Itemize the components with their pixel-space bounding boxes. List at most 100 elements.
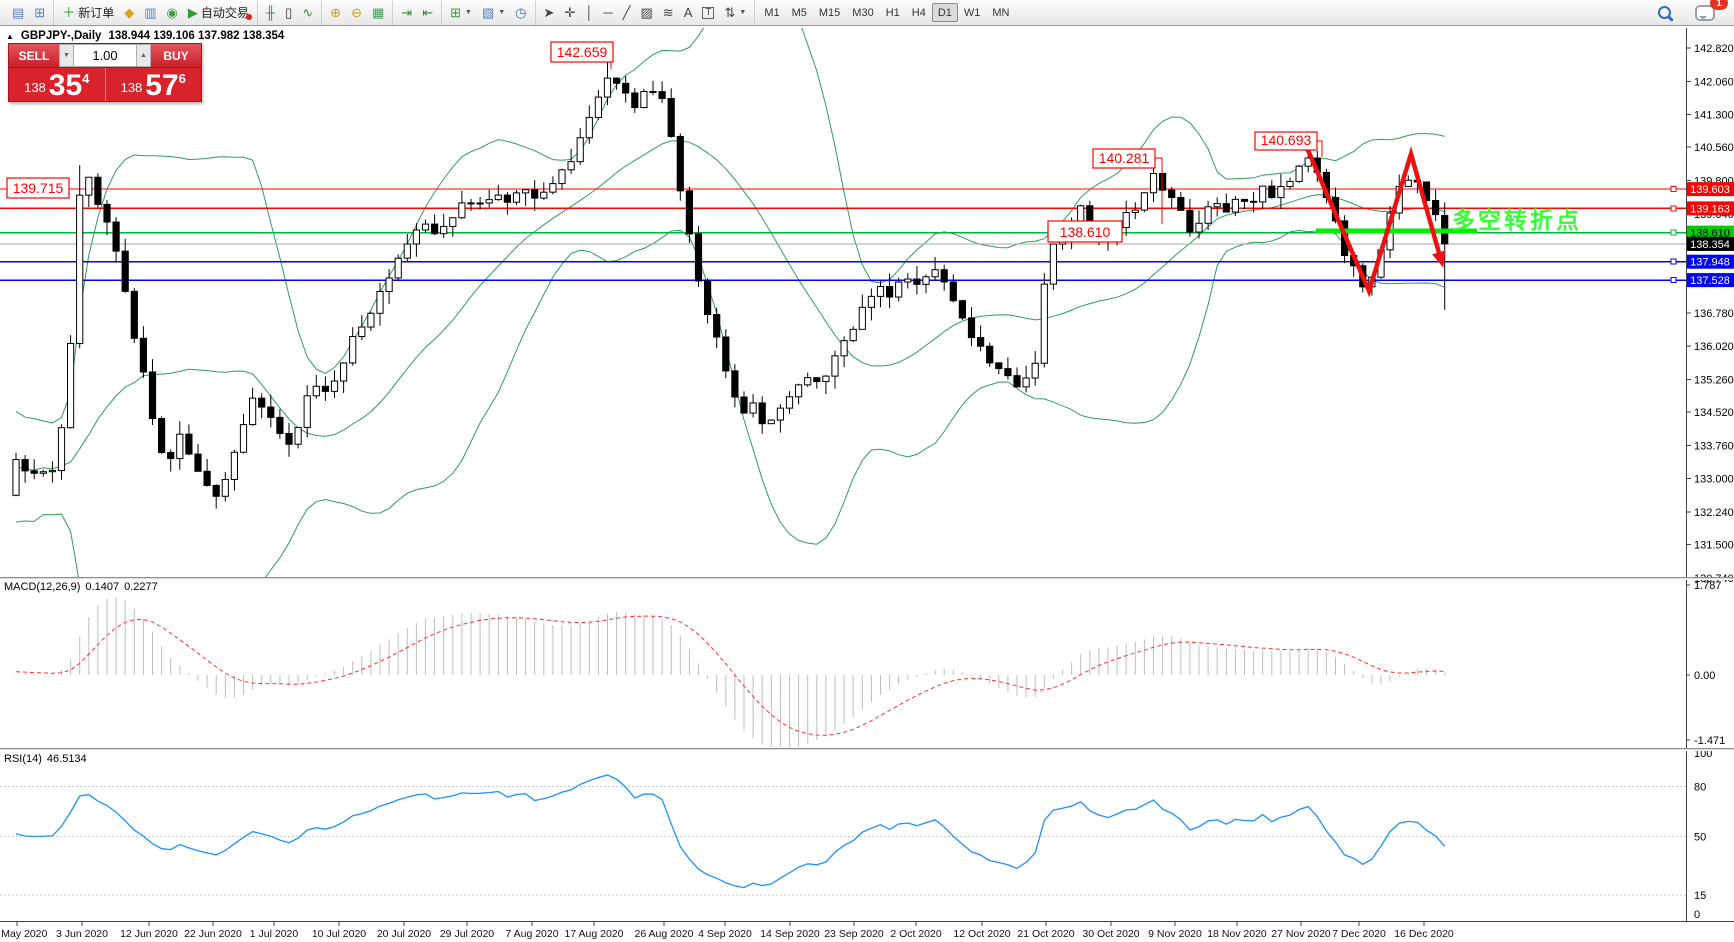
tile-windows-button[interactable]: ▦ [367, 2, 389, 23]
zoom-in-button[interactable]: ⊕ [325, 2, 346, 23]
arrows-button[interactable]: ⇅ ▼ [719, 2, 751, 23]
buy-price[interactable]: 138 57 6 [104, 68, 202, 101]
sell-price-pips: 35 [48, 69, 83, 102]
x-axis-date: 9 Nov 2020 [1148, 928, 1202, 940]
x-axis-date: 12 Oct 2020 [953, 928, 1010, 940]
volume-input[interactable] [74, 44, 136, 67]
bollinger-middle-line [15, 140, 1445, 471]
new-chart-button[interactable]: ⊞ ▼ [445, 2, 477, 23]
macd-main-value: 0.1407 [85, 581, 120, 593]
price-axis[interactable] [1686, 26, 1734, 921]
price-callout-text: 138.610 [1060, 224, 1111, 240]
x-axis-date: 10 Jul 2020 [312, 928, 366, 940]
signals-button[interactable]: ◉ [162, 2, 183, 23]
trendline-button[interactable]: ╱ [618, 2, 636, 23]
horizontal-line-button[interactable]: ─ [598, 2, 617, 23]
autotrading-button[interactable]: ▶ 自动交易 [183, 2, 254, 23]
chart-shift-button[interactable]: ⇤ [417, 2, 438, 23]
timeframe-w1[interactable]: W1 [958, 3, 987, 22]
price-callout-text: 139.715 [13, 180, 64, 196]
macd-signal-value: 0.2277 [124, 581, 158, 593]
crosshair-button[interactable]: ✛ [559, 2, 580, 23]
rsi-panel-divider[interactable] [0, 748, 1734, 751]
timeframe-mn[interactable]: MN [986, 3, 1015, 22]
period-icon: ◷ [515, 5, 527, 20]
price-callout-text: 140.281 [1099, 150, 1150, 166]
zoom-out-button[interactable]: ⊖ [346, 2, 367, 23]
svg-text:137.528: 137.528 [1690, 275, 1730, 287]
text-label-icon: T [702, 6, 715, 19]
analyst-annotations[interactable]: 139.715 142.659 140.281 140.693 138.610 多空转折点 [6, 41, 1582, 298]
candlestick-chart-button[interactable]: ▯ [280, 2, 297, 23]
cursor-button[interactable]: ➤ [539, 2, 560, 23]
sell-button[interactable]: SELL [9, 44, 59, 67]
bar-chart-button[interactable]: ╫ [261, 2, 280, 23]
svg-text:135.260: 135.260 [1694, 375, 1734, 387]
sell-price-handle: 138 [24, 80, 46, 95]
volume-decrease-button[interactable]: ▼ [59, 44, 74, 67]
x-axis-date: 1 Jul 2020 [250, 928, 299, 940]
experts-button[interactable]: ▥ [139, 2, 161, 23]
svg-text:142.060: 142.060 [1694, 76, 1734, 88]
panel-collapse-icon[interactable]: ▲ [6, 31, 14, 41]
x-axis-date: 17 Aug 2020 [565, 928, 624, 940]
toolbar: ▤ ⊞ ＋新订单 ◆ ▥ ◉ ▶ 自动交易 ╫ ▯ ∿ ⊕ ⊖ ▦ ⇥ ⇤ ⊞ ▼ ▧ ▼ ◷ ➤ ✛ │ ─ ╱ ▨ ≋ A T ⇅ ▼ M1… [0, 0, 1734, 26]
axes [0, 28, 1734, 922]
period-button[interactable]: ◷ [510, 2, 531, 23]
line-chart-button[interactable]: ∿ [297, 2, 318, 23]
macd-panel-divider[interactable] [0, 577, 1734, 580]
price-callout-text: 140.693 [1261, 132, 1312, 148]
timeframe-h1[interactable]: H1 [880, 3, 906, 22]
timeframe-m5[interactable]: M5 [786, 3, 813, 22]
notifications-button[interactable]: 1 [1690, 0, 1728, 23]
new-order-button[interactable]: ＋新订单 [57, 2, 119, 23]
profiles-button[interactable]: ▧ ▼ [477, 2, 510, 23]
x-axis-date: 7 Aug 2020 [505, 928, 558, 940]
timeframe-d1[interactable]: D1 [931, 3, 958, 22]
chart-canvas[interactable]: 142.820142.060141.300140.560139.800139.0… [0, 26, 1734, 942]
rsi-line [15, 774, 1446, 889]
x-axis-date: 18 Nov 2020 [1207, 928, 1267, 940]
sell-price[interactable]: 138 35 4 [9, 68, 105, 101]
timeframe-m30[interactable]: M30 [846, 3, 879, 22]
auto-scroll-button[interactable]: ⇥ [396, 2, 417, 23]
experts-icon: ▥ [144, 5, 157, 20]
timeframe-m15[interactable]: M15 [813, 3, 846, 22]
macd-axis-label: 0.00 [1694, 670, 1715, 682]
sell-price-point: 4 [82, 71, 90, 86]
svg-text:138.610: 138.610 [1690, 228, 1730, 240]
timeframe-m1[interactable]: M1 [758, 3, 785, 22]
rsi-value: 46.5134 [46, 753, 87, 765]
fibonacci-button[interactable]: ≋ [658, 2, 679, 23]
zoom-in-icon: ⊕ [330, 5, 342, 20]
bar-chart-icon: ╫ [265, 5, 276, 20]
x-axis-date: 14 Sep 2020 [760, 928, 820, 940]
x-axis-date: 4 Sep 2020 [698, 928, 752, 940]
fibonacci-icon: ≋ [662, 5, 674, 20]
timeframe-h4[interactable]: H4 [906, 3, 932, 22]
profiles-icon: ▧ [481, 5, 495, 20]
text-button[interactable]: A [679, 2, 698, 23]
new-chart-icon: ⊞ [450, 5, 461, 20]
rsi-axis-label: 50 [1694, 832, 1706, 844]
volume-increase-button[interactable]: ▲ [136, 44, 151, 67]
x-axis-date: 29 Jul 2020 [440, 928, 494, 940]
line-handle [1670, 186, 1677, 193]
vertical-line-button[interactable]: │ [580, 2, 598, 23]
buy-button[interactable]: BUY [151, 44, 201, 67]
text-label-button[interactable]: T [697, 2, 719, 23]
equidistant-channel-button[interactable]: ▨ [636, 2, 658, 23]
data-window-button[interactable]: ⊞ [29, 2, 50, 23]
time-axis-labels: 25 May 2020 3 Jun 2020 12 Jun 2020 22 Jun 2… [0, 921, 1454, 940]
search-button[interactable] [1653, 2, 1676, 23]
trendline-icon: ╱ [622, 5, 631, 20]
depth-of-market-button[interactable]: ◆ [119, 2, 139, 23]
market-watch-button[interactable]: ▤ [7, 2, 29, 23]
time-axis[interactable] [0, 921, 1686, 942]
svg-text:139.163: 139.163 [1690, 203, 1730, 215]
svg-text:133.000: 133.000 [1694, 474, 1734, 486]
x-axis-date: 16 Dec 2020 [1394, 928, 1454, 940]
chevron-down-icon: ▼ [465, 9, 472, 16]
signals-icon: ◉ [166, 5, 178, 20]
